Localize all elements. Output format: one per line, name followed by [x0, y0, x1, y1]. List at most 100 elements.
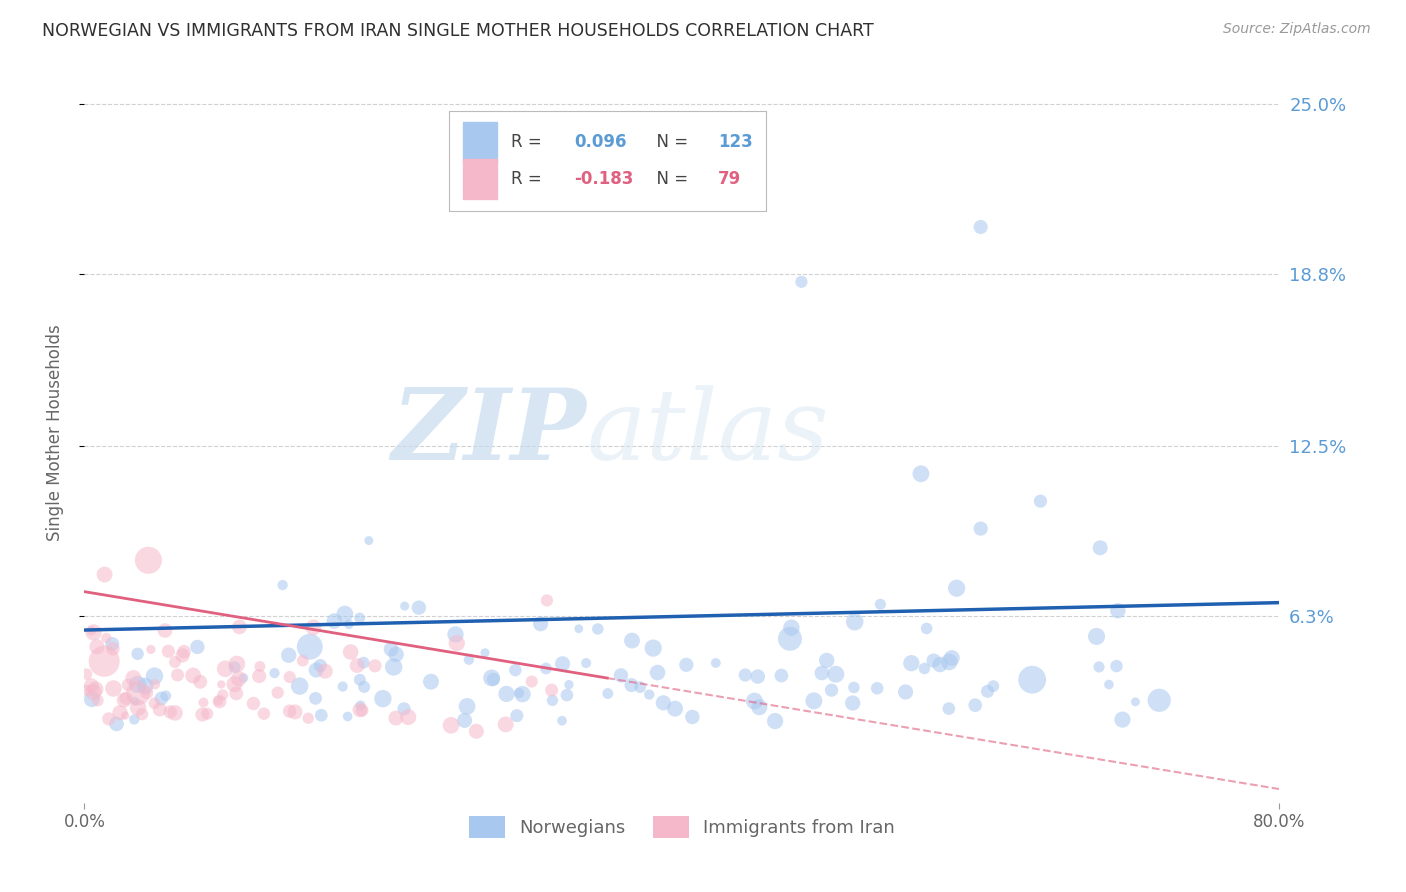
- Point: [941, 651, 963, 665]
- Point: [457, 653, 479, 667]
- Point: [540, 683, 562, 698]
- Point: [704, 656, 727, 670]
- Point: [508, 686, 530, 700]
- Point: [225, 686, 247, 700]
- Point: [211, 688, 233, 702]
- Point: [131, 707, 153, 722]
- Point: [353, 656, 375, 670]
- Point: [1111, 713, 1133, 727]
- Point: [278, 704, 301, 718]
- Point: [249, 659, 271, 673]
- Point: [866, 681, 889, 696]
- Point: [529, 616, 551, 631]
- Text: 0.096: 0.096: [575, 134, 627, 152]
- Point: [311, 708, 333, 723]
- Point: [76, 683, 98, 698]
- Point: [122, 713, 145, 727]
- Point: [127, 677, 149, 691]
- FancyBboxPatch shape: [463, 121, 496, 162]
- Text: atlas: atlas: [586, 385, 830, 480]
- Point: [371, 691, 394, 706]
- Point: [143, 677, 166, 691]
- Point: [173, 645, 195, 659]
- Point: [1021, 673, 1043, 687]
- Point: [76, 667, 98, 681]
- Point: [481, 671, 503, 685]
- Point: [93, 567, 115, 582]
- Point: [122, 671, 145, 685]
- Y-axis label: Single Mother Households: Single Mother Households: [45, 325, 63, 541]
- Point: [225, 657, 247, 671]
- Point: [1085, 630, 1108, 644]
- Point: [214, 662, 236, 676]
- Point: [101, 637, 124, 651]
- Point: [163, 706, 186, 720]
- Point: [748, 700, 770, 714]
- Point: [298, 640, 321, 654]
- Point: [970, 219, 993, 234]
- Point: [277, 648, 299, 663]
- Point: [163, 655, 186, 669]
- Point: [108, 706, 131, 720]
- Point: [596, 686, 619, 700]
- Point: [127, 700, 149, 714]
- Point: [263, 666, 285, 681]
- Point: [80, 679, 103, 693]
- Point: [1125, 695, 1147, 709]
- Point: [841, 696, 863, 710]
- Point: [534, 661, 557, 675]
- Point: [1107, 604, 1129, 618]
- Point: [900, 656, 922, 670]
- Point: [938, 701, 960, 715]
- Point: [302, 620, 325, 634]
- Point: [842, 681, 865, 695]
- Point: [105, 717, 128, 731]
- Point: [124, 694, 146, 708]
- Point: [349, 611, 371, 625]
- Point: [97, 712, 120, 726]
- Point: [910, 467, 932, 481]
- Point: [763, 714, 786, 728]
- Point: [139, 642, 162, 657]
- Point: [922, 654, 945, 668]
- Text: NORWEGIAN VS IMMIGRANTS FROM IRAN SINGLE MOTHER HOUSEHOLDS CORRELATION CHART: NORWEGIAN VS IMMIGRANTS FROM IRAN SINGLE…: [42, 22, 875, 40]
- Point: [207, 694, 229, 708]
- Point: [339, 645, 361, 659]
- Point: [101, 641, 124, 656]
- Point: [115, 691, 138, 706]
- Point: [575, 656, 598, 670]
- Point: [349, 673, 371, 687]
- Point: [332, 680, 354, 694]
- Point: [844, 615, 866, 629]
- Point: [894, 685, 917, 699]
- Point: [803, 694, 825, 708]
- Point: [385, 648, 408, 662]
- FancyBboxPatch shape: [463, 159, 496, 200]
- Point: [536, 593, 558, 607]
- Point: [103, 681, 125, 696]
- Point: [353, 680, 375, 694]
- Point: [681, 710, 703, 724]
- Point: [1105, 659, 1128, 673]
- Point: [647, 665, 669, 680]
- Point: [349, 698, 371, 713]
- Point: [394, 599, 416, 613]
- Point: [232, 671, 254, 685]
- Point: [869, 597, 891, 611]
- Point: [664, 701, 686, 715]
- Point: [1029, 494, 1052, 508]
- Point: [349, 703, 371, 717]
- Point: [586, 622, 609, 636]
- Point: [675, 657, 697, 672]
- Point: [495, 687, 517, 701]
- Point: [652, 696, 675, 710]
- Text: 123: 123: [718, 134, 752, 152]
- Point: [209, 677, 232, 691]
- Point: [112, 693, 135, 707]
- Point: [914, 661, 936, 675]
- Point: [84, 682, 107, 697]
- Point: [506, 708, 529, 723]
- Point: [271, 578, 294, 592]
- Point: [1147, 693, 1170, 707]
- Point: [541, 693, 564, 707]
